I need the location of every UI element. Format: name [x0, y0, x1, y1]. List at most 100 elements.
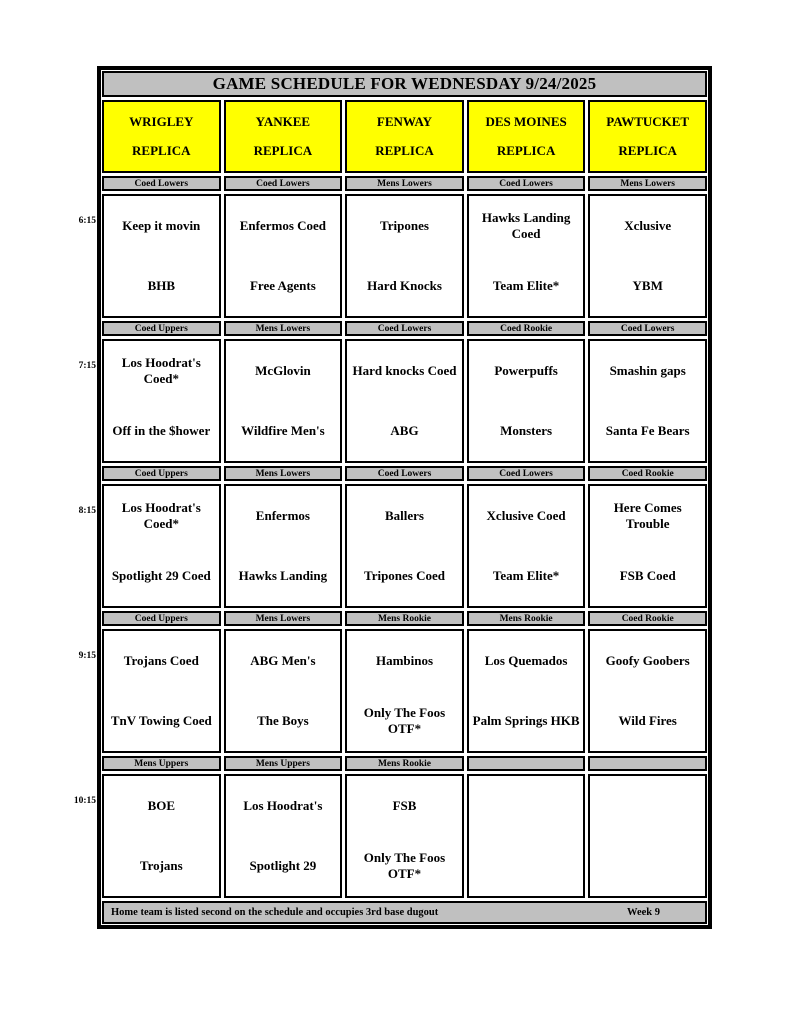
game-cell: Enfermos Coed Free Agents [223, 194, 343, 318]
home-team: Only The Foos OTF* [363, 705, 446, 736]
venue-header-pawtucket: PAWTUCKET REPLICA [588, 100, 707, 173]
home-team: Wild Fires [618, 713, 677, 729]
home-team: Santa Fe Bears [605, 423, 690, 439]
away-team: Enfermos [255, 508, 310, 524]
home-team: Monsters [500, 423, 553, 439]
away-team: Ballers [384, 508, 424, 524]
game-row: 8:15 Los Hoodrat's Coed* Spotlight 29 Coed… [79, 484, 707, 608]
category-row: Coed Lowers Coed Lowers Mens Lowers Coed Lo… [102, 176, 707, 191]
venue-name: DES MOINES [485, 114, 567, 130]
away-team [590, 776, 705, 836]
away-team: BOE [147, 798, 176, 814]
venue-header-des-moines: DES MOINES REPLICA [466, 100, 586, 173]
away-team: Enfermos Coed [239, 218, 327, 234]
category-cell: Mens Uppers [223, 756, 343, 771]
game-cell: Xclusive Coed Team Elite* [466, 484, 586, 608]
venue-header-yankee: YANKEE REPLICA [223, 100, 343, 173]
away-team: Goofy Goobers [605, 653, 690, 669]
time-label: 8:15 [78, 506, 96, 516]
home-team [590, 836, 705, 896]
away-team: Xclusive Coed [486, 508, 566, 524]
category-cell: Mens Rookie [345, 611, 464, 626]
away-team: Powerpuffs [494, 363, 558, 379]
category-cell: Mens Lowers [588, 176, 707, 191]
venue-name: PAWTUCKET [606, 114, 690, 130]
game-cell: Los Hoodrat's Coed* Spotlight 29 Coed [102, 484, 221, 608]
game-cell: Smashin gaps Santa Fe Bears [588, 339, 707, 463]
home-team: Palm Springs HKB [472, 713, 580, 729]
venue-name: FENWAY [376, 114, 433, 130]
home-team: Team Elite* [492, 568, 560, 584]
game-cell [588, 774, 707, 898]
home-team: Free Agents [249, 278, 316, 294]
category-cell: Coed Rookie [588, 611, 707, 626]
game-cell: Los Hoodrat's Spotlight 29 [223, 774, 343, 898]
away-team: Here Comes Trouble [613, 500, 682, 531]
home-team: FSB Coed [619, 568, 676, 584]
schedule-board: GAME SCHEDULE FOR WEDNESDAY 9/24/2025 WR… [74, 66, 712, 929]
game-cell: Hard knocks Coed ABG [345, 339, 464, 463]
game-row: 10:15 BOE Trojans Los Hoodrat's Spotlight 29… [74, 774, 707, 898]
home-team: ABG [390, 423, 419, 439]
away-team [469, 776, 584, 836]
category-cell: Coed Rookie [466, 321, 586, 336]
away-team: Hawks Landing Coed [481, 210, 571, 241]
away-team: Keep it movin [122, 218, 201, 234]
category-cell: Coed Uppers [102, 321, 221, 336]
category-cell: Coed Lowers [102, 176, 221, 191]
venue-replica-label: REPLICA [618, 142, 677, 158]
category-row: Coed Uppers Mens Lowers Coed Lowers Coed Ro… [102, 321, 707, 336]
category-cell: Coed Lowers [345, 466, 464, 481]
game-cell: Los Quemados Palm Springs HKB [466, 629, 586, 753]
category-cell: Coed Uppers [102, 466, 221, 481]
game-cell: BOE Trojans [102, 774, 221, 898]
venue-header-wrigley: WRIGLEY REPLICA [102, 100, 221, 173]
time-label: 10:15 [73, 796, 96, 806]
game-cell: Powerpuffs Monsters [466, 339, 586, 463]
category-row: Mens Uppers Mens Uppers Mens Rookie [102, 756, 707, 771]
venue-header-fenway: FENWAY REPLICA [345, 100, 464, 173]
game-row: 6:15 Keep it movin BHB Enfermos Coed Free Ag… [79, 194, 707, 318]
game-cell: McGlovin Wildfire Men's [223, 339, 343, 463]
time-label: 9:15 [78, 651, 96, 661]
away-team: Los Hoodrat's Coed* [121, 355, 201, 386]
away-team: Los Quemados [484, 653, 568, 669]
game-cell [466, 774, 586, 898]
game-cell: Keep it movin BHB [102, 194, 221, 318]
away-team: FSB [392, 798, 417, 814]
category-cell [588, 756, 707, 771]
away-team: Tripones [380, 218, 429, 234]
footer-note: Home team is listed second on the schedu… [111, 907, 439, 918]
home-team [469, 836, 584, 896]
game-cell: Hawks Landing Coed Team Elite* [466, 194, 586, 318]
venue-replica-label: REPLICA [375, 142, 434, 158]
category-cell: Coed Lowers [345, 321, 464, 336]
time-label: 6:15 [78, 216, 96, 226]
venue-name: YANKEE [255, 114, 311, 130]
category-row: Coed Uppers Mens Lowers Mens Rookie Mens Ro… [102, 611, 707, 626]
away-team: McGlovin [255, 363, 311, 379]
home-team: TnV Towing Coed [110, 713, 212, 729]
venue-replica-label: REPLICA [496, 142, 556, 158]
home-team: Hard Knocks [367, 278, 442, 294]
category-cell: Mens Lowers [223, 466, 343, 481]
game-cell: Hambinos Only The Foos OTF* [345, 629, 464, 753]
game-cell: Los Hoodrat's Coed* Off in the $hower [102, 339, 221, 463]
home-team: The Boys [257, 713, 309, 729]
time-label: 7:15 [78, 361, 96, 371]
game-cell: Xclusive YBM [588, 194, 707, 318]
home-team: YBM [632, 278, 663, 294]
venue-replica-label: REPLICA [132, 142, 191, 158]
game-cell: ABG Men's The Boys [223, 629, 343, 753]
category-cell [466, 756, 586, 771]
game-row: 7:15 Los Hoodrat's Coed* Off in the $hower… [79, 339, 707, 463]
game-cell: FSB Only The Foos OTF* [345, 774, 464, 898]
category-cell: Mens Rookie [466, 611, 586, 626]
home-team: Wildfire Men's [241, 423, 325, 439]
category-cell: Mens Uppers [102, 756, 221, 771]
away-team: Los Hoodrat's Coed* [121, 500, 201, 531]
home-team: Off in the $hower [112, 423, 211, 439]
schedule-title: GAME SCHEDULE FOR WEDNESDAY 9/24/2025 [102, 71, 707, 97]
home-team: Spotlight 29 Coed [111, 568, 211, 584]
category-cell: Mens Rookie [345, 756, 464, 771]
